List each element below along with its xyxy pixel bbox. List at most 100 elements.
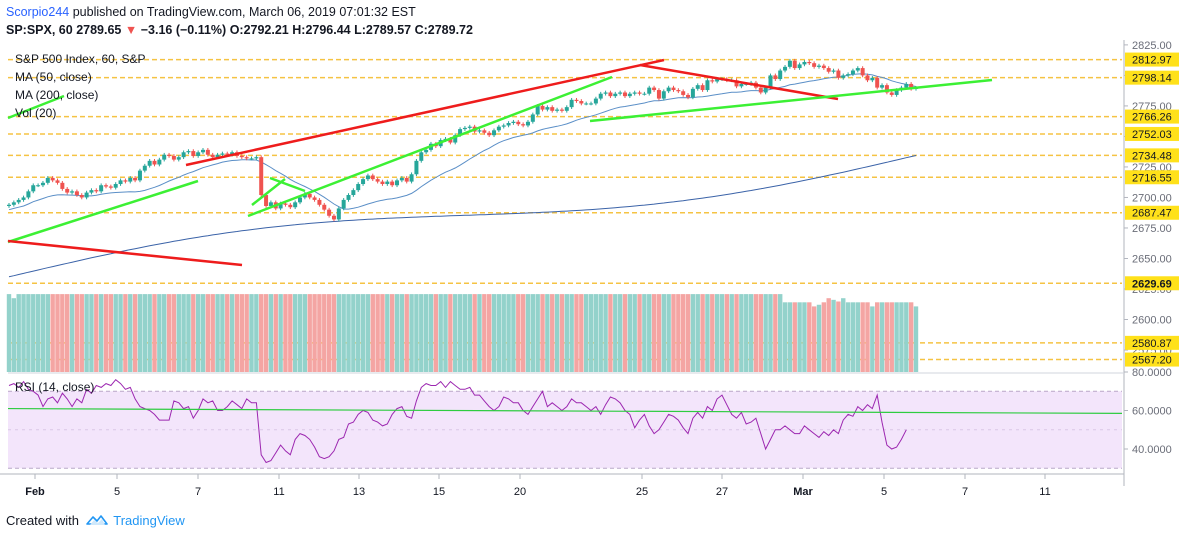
trendline-green-left[interactable] (7, 94, 65, 120)
trendline-red-left[interactable] (7, 239, 243, 267)
candle-body (870, 77, 875, 81)
volume-bar (414, 294, 419, 372)
volume-bar (632, 294, 637, 372)
candle-body (773, 75, 778, 80)
trendline-red-channel-upper[interactable] (185, 58, 665, 167)
volume-bar (438, 294, 443, 372)
volume-bar (98, 294, 104, 372)
trendline-green-support[interactable] (589, 78, 993, 123)
rsi-trendline[interactable] (7, 407, 1123, 414)
candle-body (458, 129, 463, 136)
volume-bar (16, 294, 21, 372)
volume-bar (225, 294, 230, 372)
candle-body (152, 160, 157, 165)
candle-body (448, 138, 453, 143)
candle-body (288, 204, 293, 208)
level-price-label: 2766.26 (1132, 112, 1172, 124)
volume-bar (220, 294, 225, 372)
volume-bar (419, 294, 424, 372)
trendline-green-channel-lower[interactable] (7, 179, 199, 244)
candle-body (715, 79, 720, 82)
volume-bar (540, 294, 545, 372)
candle-body (521, 124, 526, 126)
volume-bar (341, 294, 346, 372)
volume-bar (680, 294, 686, 372)
candle-body (419, 152, 424, 161)
volume-bar (365, 294, 371, 372)
volume-bar (676, 294, 681, 372)
candle-body (477, 130, 482, 132)
volume-bar (132, 294, 138, 372)
candle-body (681, 91, 686, 95)
candle-body (865, 75, 870, 81)
tradingview-link[interactable]: TradingView (113, 513, 185, 528)
volume-bar (496, 294, 502, 372)
volume-bar (792, 302, 797, 372)
tradingview-logo-icon (85, 514, 108, 529)
volume-bar (574, 294, 579, 372)
candle-body (841, 75, 846, 78)
volume-bar (360, 294, 366, 372)
candle-body (516, 121, 521, 125)
candle-body (550, 107, 555, 111)
candle-body (60, 182, 65, 189)
candle-body (453, 135, 458, 143)
candle-body (535, 105, 540, 115)
candle-body (118, 180, 123, 185)
candle-body (734, 80, 739, 87)
volume-bar (807, 302, 812, 372)
volume-bar (21, 294, 26, 372)
volume-bar (816, 304, 822, 372)
candle-body (787, 60, 792, 67)
chart-legend: S&P 500 Index, 60, S&P MA (50, close) MA… (15, 52, 146, 394)
volume-bar (802, 302, 807, 372)
candle-body (812, 63, 817, 67)
volume-bar (472, 294, 477, 372)
published-text: published on TradingView.com, March 06, … (72, 5, 416, 19)
price-chart[interactable]: 2825.002800.002775.002750.002725.002700.… (0, 40, 1188, 506)
volume-bar (850, 302, 856, 372)
candle-body (807, 61, 812, 64)
candle-body (65, 188, 70, 193)
candle-body (409, 174, 414, 182)
volume-bar (263, 294, 269, 372)
volume-bar (50, 294, 55, 372)
volume-bar (35, 294, 41, 372)
trendline-green-channel-middle[interactable] (247, 75, 613, 218)
volume-bar (457, 294, 463, 372)
volume-bar (889, 302, 894, 372)
volume-bar (428, 294, 434, 372)
candle-body (603, 92, 608, 94)
level-price-label: 2734.48 (1132, 150, 1172, 162)
legend-ma200: MA (200, close) (15, 88, 98, 102)
candle-body (7, 204, 11, 206)
volume-bar (831, 299, 836, 372)
volume-bar (554, 294, 560, 372)
volume-bar (453, 294, 458, 372)
candle-body (31, 185, 36, 192)
time-tick-label: 7 (195, 486, 201, 498)
volume-bar (356, 294, 361, 372)
candle-body (492, 130, 497, 136)
volume-bar (443, 294, 448, 372)
candle-body (613, 93, 618, 97)
trendline-red-wedge[interactable] (639, 63, 839, 101)
candle-body (220, 153, 225, 155)
candle-body (293, 202, 298, 208)
volume-bar (239, 294, 245, 372)
volume-bar (370, 294, 375, 372)
volume-bar (773, 294, 778, 372)
candle-body (467, 126, 472, 128)
volume-bar (894, 302, 899, 372)
author-link[interactable]: Scorpio244 (6, 5, 70, 19)
volume-bar (375, 294, 380, 372)
trendline-green-flag-bottom[interactable] (251, 178, 286, 206)
volume-bar (176, 294, 181, 372)
candle-body (622, 92, 627, 97)
volume-bar (171, 294, 177, 372)
candle-body (123, 180, 128, 182)
volume-bar (288, 294, 293, 372)
trendline-green-flag-top[interactable] (269, 176, 306, 193)
volume-bar (477, 294, 482, 372)
volume-bar (404, 294, 409, 372)
